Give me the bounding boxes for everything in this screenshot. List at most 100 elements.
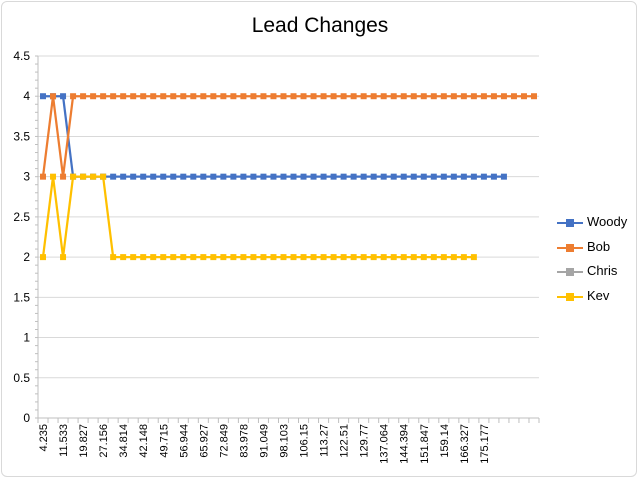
x-tick-label: 129.77 (359, 424, 371, 458)
x-tick-label: 91.049 (258, 424, 270, 458)
series-marker-bob (490, 93, 497, 100)
x-tick-label: 144.394 (399, 424, 411, 464)
y-tick-label: 2.5 (13, 210, 30, 224)
legend-label: Woody (587, 214, 628, 229)
series-marker-bob (450, 93, 457, 100)
series-marker-bob (50, 93, 57, 100)
x-tick-label: 11.533 (58, 424, 70, 457)
series-marker-kev (410, 254, 417, 261)
legend-swatch-marker (566, 268, 574, 276)
series-marker-kev (400, 254, 407, 261)
series-marker-bob (40, 173, 47, 180)
series-marker-bob (150, 93, 157, 100)
series-marker-bob (340, 93, 347, 100)
series-marker-kev (310, 254, 317, 261)
series-marker-kev (320, 254, 327, 261)
series-marker-bob (90, 93, 97, 100)
series-marker-woody (270, 173, 277, 180)
series-marker-bob (80, 93, 87, 100)
x-tick-label: 19.827 (78, 424, 90, 458)
series-marker-woody (60, 93, 67, 100)
x-tick-label: 151.847 (419, 424, 431, 464)
series-marker-bob (470, 93, 477, 100)
x-tick-label: 175.177 (479, 424, 491, 464)
legend-swatch-marker (566, 219, 574, 227)
series-marker-kev (440, 254, 447, 261)
series-marker-bob (360, 93, 367, 100)
series-marker-woody (140, 173, 147, 180)
series-marker-woody (460, 173, 467, 180)
y-tick-label: 1.5 (13, 290, 30, 304)
legend-swatch-marker (566, 243, 574, 252)
series-marker-kev (170, 254, 177, 261)
y-tick-label: 2 (23, 250, 30, 264)
series-marker-bob (200, 93, 207, 100)
series-marker-kev (140, 254, 147, 261)
series-marker-kev (190, 254, 197, 261)
series-marker-kev (60, 254, 67, 261)
series-marker-woody (180, 173, 187, 180)
series-marker-bob (310, 93, 317, 100)
series-marker-kev (380, 254, 387, 261)
series-marker-bob (100, 93, 107, 100)
y-tick-label: 0 (23, 411, 30, 425)
y-tick-label: 4.5 (13, 49, 30, 63)
series-marker-bob (410, 93, 417, 100)
series-marker-kev (280, 254, 287, 261)
series-marker-bob (260, 93, 267, 100)
series-marker-bob (380, 93, 387, 100)
legend-label: Chris (587, 263, 618, 278)
x-tick-label: 98.103 (278, 424, 290, 458)
series-marker-kev (350, 254, 357, 261)
series-marker-bob (400, 93, 407, 100)
series-marker-bob (60, 173, 67, 180)
series-marker-woody (150, 173, 157, 180)
series-marker-bob (160, 93, 167, 100)
series-marker-bob (70, 93, 77, 100)
series-marker-bob (510, 93, 517, 100)
series-marker-woody (470, 173, 477, 180)
series-marker-woody (160, 173, 167, 180)
series-marker-woody (350, 173, 357, 180)
series-marker-woody (250, 173, 257, 180)
series-marker-woody (360, 173, 367, 180)
series-marker-woody (320, 173, 327, 180)
series-marker-kev (330, 254, 337, 261)
series-marker-kev (230, 254, 237, 261)
series-marker-woody (330, 173, 337, 180)
chart-title: Lead Changes (251, 14, 389, 37)
series-marker-bob (480, 93, 487, 100)
series-marker-woody (400, 173, 407, 180)
series-marker-kev (130, 254, 137, 261)
series-marker-woody (340, 173, 347, 180)
series-marker-woody (300, 173, 307, 180)
x-tick-label: 49.715 (158, 424, 170, 458)
series-marker-woody (280, 173, 287, 180)
series-marker-kev (80, 173, 87, 180)
series-marker-woody (440, 173, 447, 180)
series-marker-kev (90, 173, 97, 180)
series-marker-kev (160, 254, 167, 261)
legend-swatch (557, 267, 583, 277)
y-tick-label: 3.5 (13, 129, 30, 143)
series-marker-woody (240, 173, 247, 180)
series-marker-kev (100, 173, 107, 180)
series-marker-kev (460, 254, 467, 261)
series-marker-woody (230, 173, 237, 180)
series-marker-kev (240, 254, 247, 261)
series-marker-woody (310, 173, 317, 180)
series-marker-woody (130, 173, 137, 180)
series-marker-kev (390, 254, 397, 261)
series-marker-woody (110, 173, 117, 180)
series-marker-bob (500, 93, 507, 100)
series-marker-kev (300, 254, 307, 261)
x-tick-label: 166.327 (459, 424, 471, 464)
series-marker-woody (120, 173, 127, 180)
series-marker-kev (180, 254, 187, 261)
x-tick-label: 4.235 (38, 424, 50, 452)
x-tick-label: 65.927 (198, 424, 210, 458)
series-marker-bob (290, 93, 297, 100)
x-tick-label: 137.064 (379, 424, 391, 464)
